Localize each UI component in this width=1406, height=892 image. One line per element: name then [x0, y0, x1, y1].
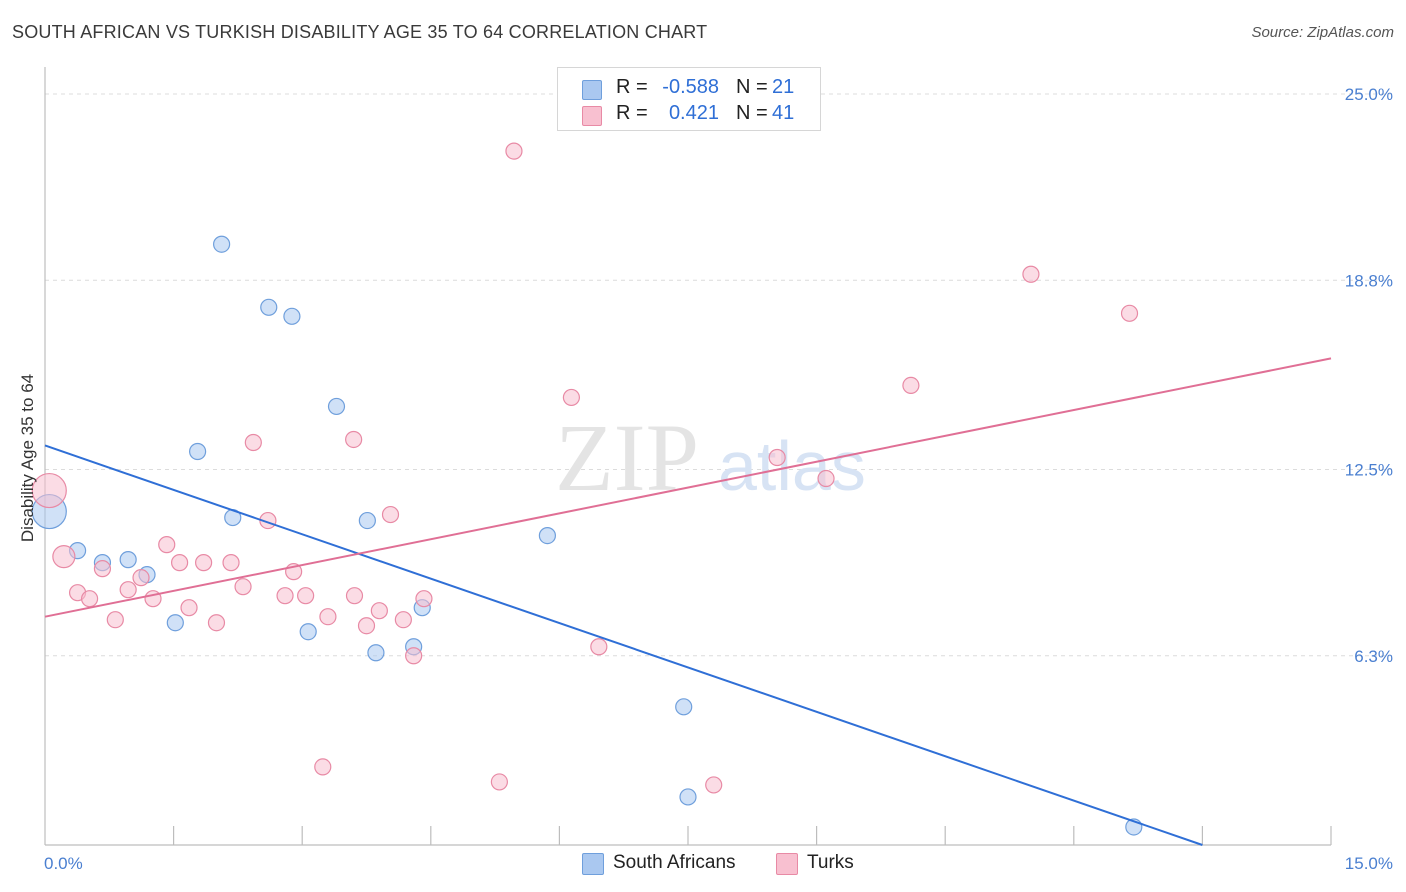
stats-swatch-south-africans: [582, 80, 602, 100]
data-point: [345, 587, 364, 605]
data-point: [358, 511, 376, 530]
legend-label-turks: Turks: [807, 852, 854, 873]
data-point: [52, 545, 76, 569]
data-point: [244, 433, 262, 452]
r-value: 0.421: [668, 102, 719, 124]
south-africans-points: [31, 235, 1143, 836]
data-point: [367, 644, 385, 662]
y-tick-labels: 6.3% 12.5% 18.8% 25.0%: [1345, 85, 1393, 666]
watermark: ZIP atlas: [555, 404, 866, 511]
chart-title: SOUTH AFRICAN VS TURKISH DISABILITY AGE …: [12, 22, 708, 42]
data-point: [260, 298, 278, 316]
data-point: [327, 397, 346, 416]
r-label: R =: [616, 76, 648, 98]
data-point: [705, 776, 723, 794]
data-point: [119, 581, 137, 599]
data-point: [562, 388, 581, 407]
turks-points: [31, 142, 1139, 794]
legend-swatch-turks: [776, 853, 798, 875]
data-point: [381, 505, 400, 524]
data-point: [314, 758, 332, 776]
data-point: [357, 617, 376, 635]
trend-lines: [44, 357, 1332, 846]
n-value: 21: [772, 76, 795, 98]
data-point: [158, 536, 176, 554]
data-point: [817, 469, 835, 488]
data-point: [1022, 265, 1040, 283]
correlation-stats-box: R = -0.588 N = 21 R = 0.421 N = 41: [557, 67, 821, 131]
data-point: [299, 623, 317, 641]
stats-swatch-turks: [582, 106, 602, 126]
n-value: 41: [772, 102, 795, 124]
y-tick-label: 25.0%: [1345, 85, 1393, 104]
data-point: [370, 602, 388, 620]
y-axis-label: Disability Age 35 to 64: [18, 374, 37, 542]
n-label: N =: [736, 76, 768, 98]
data-point: [283, 307, 301, 325]
data-point: [679, 788, 697, 806]
data-point: [768, 448, 786, 467]
data-point: [213, 235, 231, 253]
data-point: [319, 608, 337, 626]
data-point: [171, 554, 189, 572]
x-tick-label-min: 0.0%: [44, 854, 83, 873]
y-tick-label: 18.8%: [1345, 271, 1393, 290]
gridlines: [45, 93, 1392, 657]
data-point: [166, 614, 184, 632]
data-point: [415, 590, 433, 608]
data-point: [234, 578, 252, 596]
data-point: [505, 142, 523, 160]
data-point: [297, 587, 315, 605]
data-point: [80, 590, 99, 608]
r-value: -0.588: [662, 76, 719, 98]
data-point: [538, 527, 556, 545]
data-point: [189, 442, 207, 461]
data-point: [490, 773, 508, 791]
data-point: [590, 638, 608, 656]
data-point: [276, 587, 294, 605]
data-point: [31, 472, 67, 509]
chart-source: Source: ZipAtlas.com: [1251, 24, 1394, 41]
data-point: [106, 611, 124, 629]
data-point: [222, 554, 240, 572]
data-point: [902, 376, 920, 395]
data-point: [345, 430, 363, 449]
data-point: [207, 614, 226, 632]
data-point: [405, 647, 423, 665]
data-point: [119, 551, 137, 569]
trend-line: [44, 357, 1332, 618]
r-label: R =: [616, 102, 648, 124]
y-tick-label: 12.5%: [1345, 461, 1393, 480]
x-tick-marks: [173, 826, 1332, 845]
y-tick-label: 6.3%: [1354, 647, 1393, 666]
data-point: [1120, 304, 1139, 322]
data-point: [675, 698, 693, 716]
legend-label-south-africans: South Africans: [613, 852, 736, 873]
data-point: [93, 560, 112, 578]
data-point: [394, 611, 412, 629]
x-tick-label-max: 15.0%: [1345, 854, 1393, 873]
data-point: [132, 569, 150, 587]
data-point: [180, 599, 198, 617]
watermark-zip: ZIP: [555, 404, 699, 511]
data-point: [195, 554, 213, 572]
legend-swatch-south-africans: [582, 853, 604, 875]
n-label: N =: [736, 102, 768, 124]
trend-line: [44, 444, 1203, 846]
